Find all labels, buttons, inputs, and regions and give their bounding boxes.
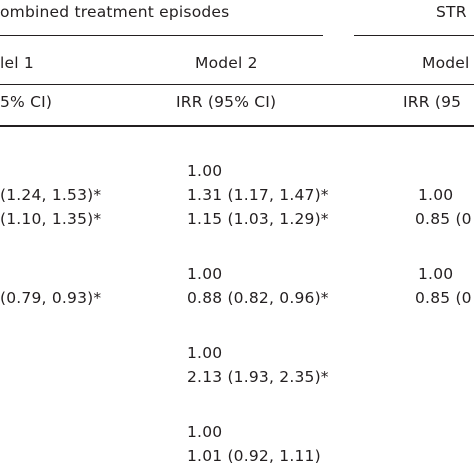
group-rule-combined — [0, 35, 323, 37]
cell-r6-c2: 2.13 (1.93, 2.35)* — [187, 368, 329, 386]
model-rule — [0, 84, 474, 86]
cell-r2-c1: (1.10, 1.35)* — [0, 210, 102, 228]
cell-r2-c2: 1.15 (1.03, 1.29)* — [187, 210, 329, 228]
cell-r0-c2: 1.00 — [187, 162, 223, 180]
cell-r1-c1: (1.24, 1.53)* — [0, 186, 102, 204]
group-header-combined: ombined treatment episodes — [0, 3, 230, 21]
model-header-2: Model 2 — [195, 54, 258, 72]
cell-r1-c3: 1.00 — [418, 186, 454, 204]
group-header-str: STR — [436, 3, 467, 21]
cell-r5-c2: 1.00 — [187, 344, 223, 362]
stat-header-col2: IRR (95% CI) — [176, 93, 277, 111]
cell-r1-c2: 1.31 (1.17, 1.47)* — [187, 186, 329, 204]
cell-r7-c2: 1.00 — [187, 423, 223, 441]
model-header-1: lel 1 — [0, 54, 34, 72]
cell-r3-c2: 1.00 — [187, 265, 223, 283]
model-header-str: Model — [422, 54, 470, 72]
header-bottom-rule — [0, 125, 474, 127]
group-rule-str — [354, 35, 474, 37]
stat-header-col3: IRR (95 — [403, 93, 462, 111]
cell-r2-c3: 0.85 (0 — [415, 210, 472, 228]
cell-r8-c2: 1.01 (0.92, 1.11) — [187, 447, 321, 465]
cell-r4-c1: (0.79, 0.93)* — [0, 289, 102, 307]
cell-r4-c3: 0.85 (0 — [415, 289, 472, 307]
stat-header-col1: 5% CI) — [0, 93, 53, 111]
cell-r4-c2: 0.88 (0.82, 0.96)* — [187, 289, 329, 307]
cell-r3-c3: 1.00 — [418, 265, 454, 283]
